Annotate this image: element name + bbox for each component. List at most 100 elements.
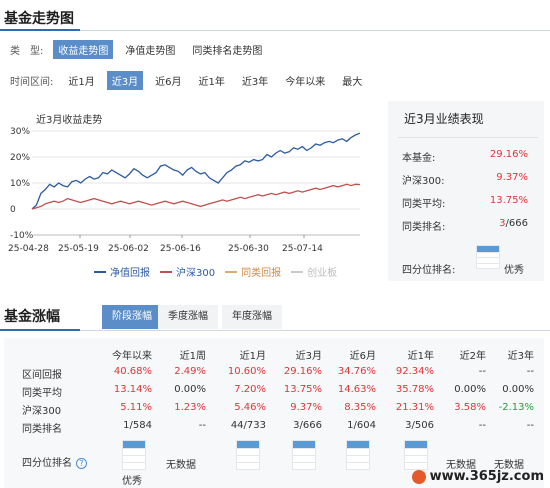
type-option-2[interactable]: 同类排名走势图 (192, 46, 263, 57)
perf-rank-total: /666 (505, 218, 528, 229)
table-cell: 3/506 (405, 420, 434, 431)
quartile-gauge (292, 440, 316, 470)
quartile-gauge (404, 440, 428, 470)
range-option-4[interactable]: 近3年 (241, 77, 269, 88)
tab-0[interactable]: 阶段涨幅 (102, 305, 162, 329)
table-cell: -- (526, 420, 534, 431)
gain-section-underline (0, 329, 80, 331)
quartile-gauge (346, 440, 370, 470)
legend-item-0[interactable]: 净值回报 (94, 264, 150, 279)
gain-table: 四分位排名? 今年以来 近1周 近1月 近3月 近6月 近1年 近2年 近3年 区间回报 40.6… (4, 338, 544, 488)
perf-value: 29.16% (489, 149, 528, 160)
legend-item-3[interactable]: 创业板 (291, 264, 337, 279)
chart-title: 近3月收益走势 (36, 113, 102, 126)
y-tick-label: 10% (10, 179, 30, 189)
x-tick-label: 25-06-16 (160, 244, 201, 254)
table-cell: 14.63% (337, 384, 376, 395)
legend-label: 沪深300 (176, 268, 216, 279)
row-label: 区间回报 (22, 370, 62, 381)
perf-label: 同类排名: (402, 222, 446, 233)
column-header: 近2年 (459, 351, 486, 362)
table-cell: 3/666 (293, 420, 322, 431)
quartile-divider (347, 455, 369, 456)
perf-row-peer-rank: 同类排名: 3/666 (402, 218, 528, 233)
perf-value: 13.75% (489, 195, 528, 206)
table-cell: -- (526, 366, 534, 377)
table-cell: -2.13% (498, 402, 534, 413)
type-option-0[interactable]: 收益走势图 (53, 40, 114, 59)
range-option-0[interactable]: 近1月 (68, 77, 95, 88)
column-header: 近1周 (179, 351, 206, 362)
quartile-fill (123, 441, 145, 448)
tab-2[interactable]: 年度涨幅 (222, 305, 282, 329)
legend-item-2[interactable]: 同类回报 (225, 264, 281, 279)
perf-rank-position: 3 (499, 218, 506, 229)
quartile-divider (237, 448, 259, 449)
column-header: 今年以来 (112, 351, 152, 362)
legend-item-1[interactable]: 沪深300 (160, 264, 215, 279)
table-cell: 1/604 (347, 420, 376, 431)
trend-section-title: 基金走势图 (4, 11, 74, 27)
performance-title: 近3月业绩表现 (404, 112, 484, 126)
row-label: 同类平均 (22, 388, 62, 399)
range-option-2[interactable]: 近6月 (155, 77, 182, 88)
perf-label: 沪深300: (402, 176, 445, 187)
table-cell: 8.35% (344, 402, 376, 413)
return-chart: 近3月收益走势 30% 20% 10% 0 -10% 25-04-28 25-05-19 25-… (4, 101, 382, 281)
performance-panel: 近3月业绩表现 本基金: 29.16% 沪深300: 9.37% 同类平均: 1… (388, 101, 544, 281)
quartile-divider (123, 462, 145, 463)
performance-title-divider (398, 137, 538, 138)
quartile-fill (293, 441, 315, 448)
quartile-divider (347, 448, 369, 449)
quartile-divider (477, 257, 499, 258)
watermark-logo-icon (411, 469, 426, 484)
range-option-5[interactable]: 今年以来 (285, 77, 326, 88)
perf-value: 9.37% (496, 172, 528, 183)
legend-swatch (160, 270, 172, 273)
column-header: 近6月 (349, 351, 376, 362)
type-filter-label: 类 型: (10, 46, 44, 57)
perf-label: 同类平均: (402, 199, 446, 210)
x-tick-label: 25-06-30 (228, 244, 269, 254)
perf-row-peer-avg: 同类平均: 13.75% (402, 195, 528, 210)
trend-section-divider (0, 30, 550, 31)
row-label: 同类排名 (22, 424, 62, 435)
table-cell: 5.11% (120, 402, 152, 413)
range-option-3[interactable]: 近1年 (198, 77, 225, 88)
x-tick-label: 25-07-14 (282, 244, 323, 254)
quartile-divider (123, 455, 145, 456)
quartile-divider (123, 448, 145, 449)
table-cell: -- (198, 420, 206, 431)
table-cell: 34.76% (337, 366, 376, 377)
range-option-6[interactable]: 最大 (342, 77, 363, 88)
quartile-divider (477, 251, 499, 253)
quartile-divider (347, 462, 369, 463)
quartile-divider (405, 448, 427, 449)
perf-row-hs300: 沪深300: 9.37% (402, 172, 528, 187)
gain-section-title: 基金涨幅 (4, 309, 60, 325)
tab-1[interactable]: 季度涨幅 (158, 305, 218, 329)
table-cell: 7.20% (234, 384, 266, 395)
quartile-divider (237, 462, 259, 463)
return-chart-svg: 近3月收益走势 30% 20% 10% 0 -10% 25-04-28 25-05-19 25-… (8, 113, 361, 254)
type-option-1[interactable]: 净值走势图 (125, 46, 176, 57)
column-header: 近3月 (295, 351, 322, 362)
y-tick-label: 0 (10, 205, 16, 215)
x-tick-label: 25-04-28 (8, 244, 49, 254)
table-cell: 9.37% (290, 402, 322, 413)
legend-label: 净值回报 (110, 268, 150, 279)
range-option-1[interactable]: 近3月 (106, 71, 144, 90)
legend-swatch (225, 270, 238, 273)
legend-label: 创业板 (307, 268, 338, 279)
gain-section-divider (0, 330, 550, 331)
range-filter-label: 时间区间: (10, 77, 54, 88)
table-cell: 0.00% (502, 384, 534, 395)
quartile-gauge (236, 440, 260, 470)
chart-legend: 净值回报 沪深300 同类回报 创业板 (94, 264, 347, 279)
quartile-divider (293, 462, 315, 463)
quartile-fill (237, 441, 259, 448)
table-cell: 5.46% (234, 402, 266, 413)
quartile-divider (477, 262, 499, 264)
trend-section-underline (0, 29, 80, 31)
help-icon[interactable]: ? (76, 458, 87, 469)
